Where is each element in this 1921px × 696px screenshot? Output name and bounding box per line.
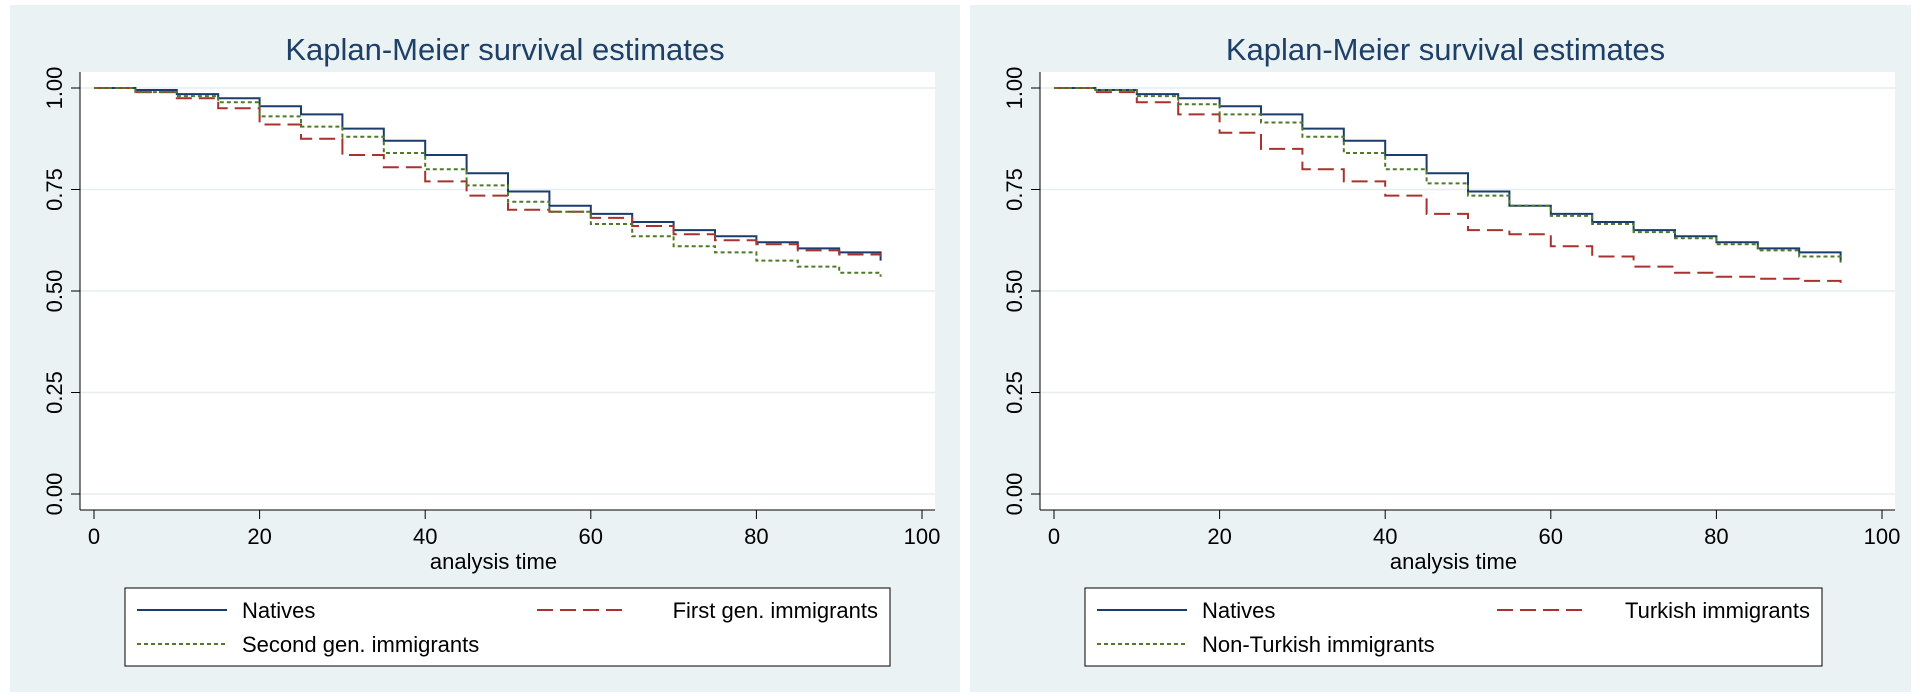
y-tick-label: 0.50: [42, 270, 67, 313]
y-tick-label: 1.00: [42, 67, 67, 110]
legend-box: [1084, 587, 1823, 667]
legend-label: Second gen. immigrants: [242, 632, 479, 657]
chart-panel-2: Kaplan-Meier survival estimates 0.00 0.25 0…: [970, 5, 1911, 692]
legend-label: Turkish immigrants: [1625, 598, 1810, 623]
legend-label: Natives: [1202, 598, 1275, 623]
y-tick-label: 0.25: [42, 371, 67, 414]
x-tick-label: 20: [247, 524, 271, 549]
y-tick-label: 0.50: [1002, 270, 1027, 313]
x-tick-label: 80: [1704, 524, 1728, 549]
x-axis-label: analysis time: [430, 549, 557, 574]
series-line-2: [1054, 87, 1842, 283]
chart-panel-1: Kaplan-Meier survival estimates 0.00 0.25 0…: [10, 5, 960, 692]
x-tick-label: 100: [1864, 524, 1901, 549]
x-tick-label: 60: [579, 524, 603, 549]
x-tick-label: 0: [88, 524, 100, 549]
x-tick-label: 40: [413, 524, 437, 549]
chart-title: Kaplan-Meier survival estimates: [1226, 32, 1665, 67]
y-tick-label: 1.00: [1002, 67, 1027, 110]
y-tick-label: 0.75: [42, 168, 67, 211]
x-axis-label: analysis time: [1390, 549, 1517, 574]
y-tick-label: 0.75: [1002, 168, 1027, 211]
y-tick-label: 0.00: [42, 473, 67, 516]
series-line-3: [94, 87, 882, 277]
x-tick-label: 60: [1539, 524, 1563, 549]
x-tick-label: 40: [1373, 524, 1397, 549]
legend-label: Natives: [242, 598, 315, 623]
y-tick-label: 0.00: [1002, 473, 1027, 516]
x-tick-label: 0: [1048, 524, 1060, 549]
x-tick-label: 80: [744, 524, 768, 549]
legend-box: [124, 587, 891, 667]
y-tick-label: 0.25: [1002, 371, 1027, 414]
x-tick-label: 100: [904, 524, 941, 549]
legend-label: First gen. immigrants: [673, 598, 878, 623]
x-tick-label: 20: [1207, 524, 1231, 549]
chart-title: Kaplan-Meier survival estimates: [285, 32, 724, 67]
legend-label: Non-Turkish immigrants: [1202, 632, 1435, 657]
series-line-3: [1054, 87, 1842, 263]
